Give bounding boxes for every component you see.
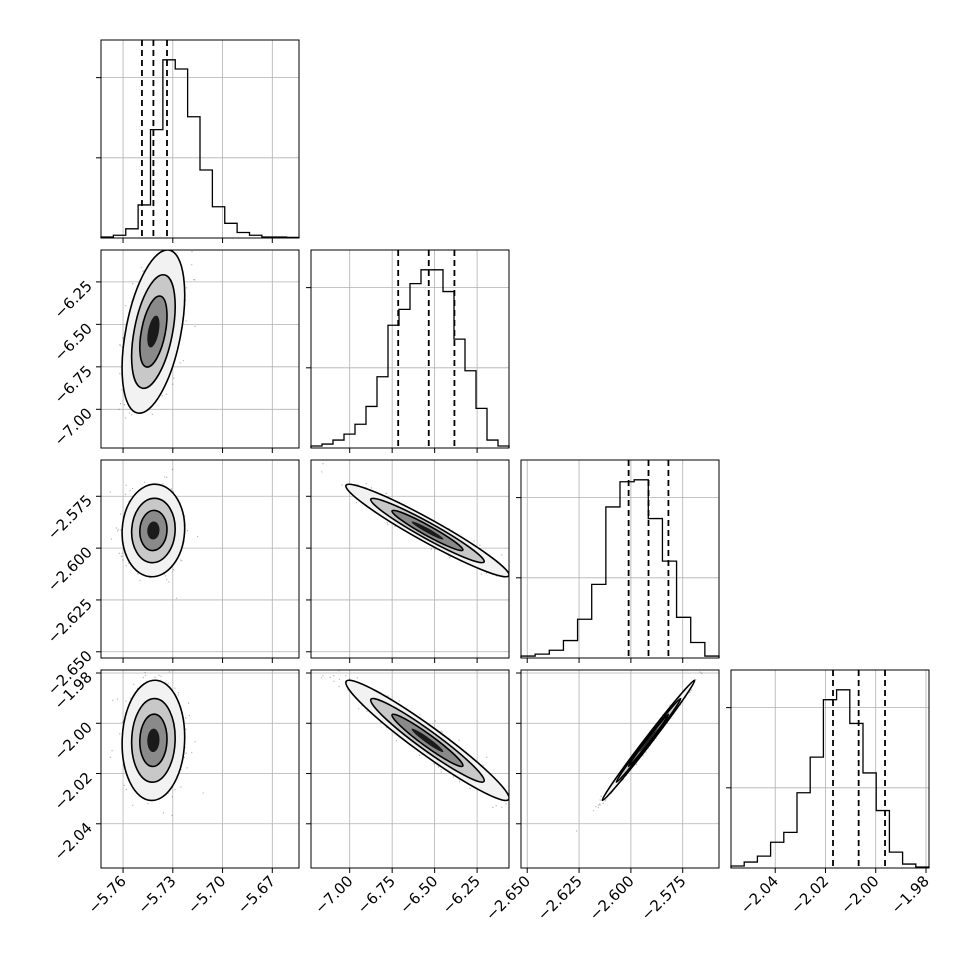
y-tick-label: −7.00	[51, 404, 96, 449]
x-tick-label: −5.70	[184, 872, 229, 917]
x-axis-1: −5.76 −5.73 −5.70 −5.67	[85, 238, 279, 917]
axes-frame	[100, 249, 300, 449]
histogram-panel-1	[96, 39, 300, 239]
scatter-panel-4-2	[310, 669, 510, 869]
y-tick-label: −2.02	[51, 769, 96, 814]
x-tick-label: −2.625	[534, 872, 586, 924]
axes-frame	[100, 39, 300, 239]
density-contour	[411, 728, 444, 753]
histogram-step-line	[310, 269, 510, 448]
x-axis-4: −2.04 −2.02 −2.00 −1.98	[737, 868, 933, 917]
y-axis-2: −7.00−6.75−6.50−6.25	[51, 277, 101, 450]
density-contour	[147, 728, 160, 753]
x-tick-label: −5.67	[234, 872, 279, 917]
scatter-panel-3-1	[100, 459, 300, 659]
y-tick-label: −2.04	[51, 819, 96, 864]
x-tick-label: −2.575	[638, 872, 690, 924]
histogram-step-line	[100, 59, 300, 239]
x-tick-label: −2.02	[787, 872, 832, 917]
x-tick-label: −2.00	[837, 872, 882, 917]
x-tick-label: −1.98	[888, 872, 933, 917]
x-tick-label: −5.76	[85, 872, 130, 917]
x-tick-label: −2.650	[482, 872, 534, 924]
scatter-panel-2-1	[100, 249, 300, 449]
density-contour	[147, 521, 160, 540]
y-tick-label: −2.00	[51, 718, 96, 763]
y-tick-label: −6.50	[51, 319, 96, 364]
histogram-panel-4	[726, 669, 930, 869]
scatter-panel-3-2	[310, 459, 510, 659]
x-tick-label: −6.50	[396, 872, 441, 917]
histogram-panel-3	[516, 459, 720, 659]
density-contour	[639, 728, 658, 753]
y-tick-label: −2.575	[44, 491, 96, 543]
y-tick-label: −6.25	[51, 277, 96, 322]
x-tick-label: −6.75	[354, 872, 399, 917]
x-tick-label: −2.04	[737, 872, 782, 917]
axes-frame	[310, 669, 510, 869]
x-tick-label: −6.25	[439, 872, 484, 917]
scatter-panel-4-1	[100, 669, 300, 869]
histogram-panel-2	[306, 249, 510, 449]
x-tick-label: −2.600	[586, 872, 638, 924]
density-contour	[147, 315, 160, 348]
axes-frame	[520, 669, 720, 869]
axes-frame	[100, 669, 300, 869]
y-tick-label: −6.75	[51, 362, 96, 407]
scatter-panel-4-3	[520, 669, 720, 869]
x-axis-3: −2.650 −2.625 −2.600 −2.575	[482, 658, 690, 924]
density-contour	[411, 521, 444, 540]
axes-frame	[520, 459, 720, 659]
y-tick-label: −2.600	[44, 543, 96, 595]
x-tick-label: −5.73	[134, 872, 179, 917]
axes-frame	[730, 669, 930, 869]
axes-frame	[310, 249, 510, 449]
y-tick-label: −2.625	[44, 595, 96, 647]
histogram-step-line	[520, 479, 720, 658]
histogram-step-line	[730, 689, 930, 868]
axes-frame	[310, 459, 510, 659]
x-tick-label: −7.00	[311, 872, 356, 917]
axes-frame	[100, 459, 300, 659]
